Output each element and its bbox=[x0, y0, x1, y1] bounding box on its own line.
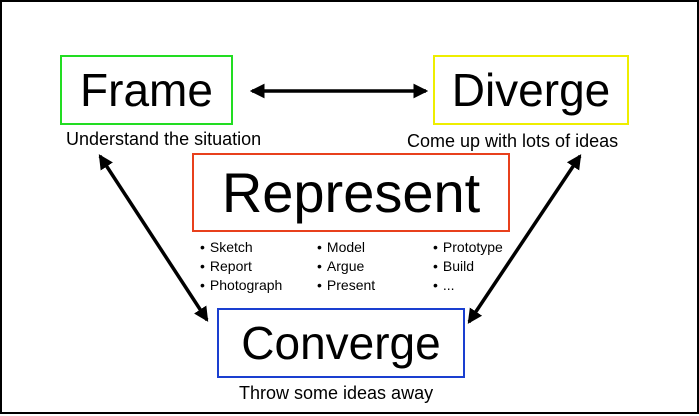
list-item: Photograph bbox=[200, 276, 282, 295]
diverge-caption: Come up with lots of ideas bbox=[407, 131, 619, 151]
list-item: Present bbox=[317, 276, 375, 295]
frame-node: Frame bbox=[60, 55, 233, 125]
converge-node: Converge bbox=[217, 308, 465, 378]
frame-title: Frame bbox=[80, 64, 213, 116]
represent-node: Represent bbox=[192, 153, 510, 232]
diverge-node: Diverge bbox=[433, 55, 629, 125]
list-item: Build bbox=[433, 257, 503, 276]
represent-list-col-3: Prototype Build ... bbox=[433, 238, 503, 295]
arrow-frame-converge bbox=[98, 154, 209, 322]
frame-caption: Understand the situation bbox=[66, 129, 262, 149]
list-item: Report bbox=[200, 257, 282, 276]
represent-list-col-1: Sketch Report Photograph bbox=[200, 238, 282, 295]
diverge-title: Diverge bbox=[451, 64, 611, 116]
list-item: Prototype bbox=[433, 238, 503, 257]
list-item: Sketch bbox=[200, 238, 282, 257]
represent-title: Represent bbox=[221, 160, 481, 224]
converge-caption: Throw some ideas away bbox=[239, 383, 434, 403]
represent-list-col-2: Model Argue Present bbox=[317, 238, 375, 295]
list-item: ... bbox=[433, 276, 503, 295]
list-item: Argue bbox=[317, 257, 375, 276]
converge-title: Converge bbox=[241, 317, 441, 369]
list-item: Model bbox=[317, 238, 375, 257]
